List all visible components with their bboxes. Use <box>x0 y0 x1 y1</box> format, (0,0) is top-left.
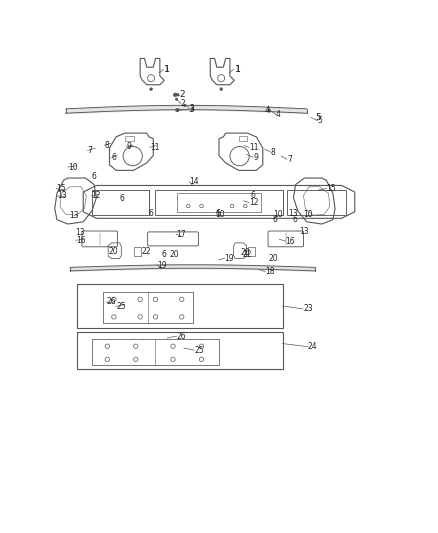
Bar <box>92 190 149 215</box>
Text: 1: 1 <box>235 65 240 74</box>
Text: 2: 2 <box>180 90 185 99</box>
Text: 7: 7 <box>287 155 292 164</box>
Text: 13: 13 <box>75 228 85 237</box>
Text: 16: 16 <box>76 236 85 245</box>
Text: 6: 6 <box>112 154 117 163</box>
Text: 10: 10 <box>215 211 225 219</box>
Text: 15: 15 <box>326 184 336 193</box>
Text: 3: 3 <box>190 104 194 114</box>
Bar <box>103 292 193 322</box>
Text: 26: 26 <box>106 297 116 306</box>
Circle shape <box>173 93 177 96</box>
Text: 20: 20 <box>170 250 180 259</box>
Text: 2: 2 <box>181 99 186 108</box>
Text: 20: 20 <box>240 248 250 257</box>
Text: 20: 20 <box>109 247 118 256</box>
Text: 26: 26 <box>177 332 186 341</box>
Text: 16: 16 <box>286 237 295 246</box>
Text: 8: 8 <box>104 141 109 150</box>
Text: 1: 1 <box>164 65 170 74</box>
Bar <box>155 190 283 215</box>
Text: 19: 19 <box>225 254 234 263</box>
Bar <box>77 332 283 369</box>
Circle shape <box>220 88 223 91</box>
Text: 1: 1 <box>235 65 240 74</box>
Bar <box>239 135 247 141</box>
Bar <box>248 247 255 256</box>
Text: 6: 6 <box>293 215 297 224</box>
Text: 18: 18 <box>265 267 275 276</box>
Text: 5: 5 <box>318 116 322 125</box>
Text: 22: 22 <box>242 250 252 259</box>
Text: 19: 19 <box>157 261 166 270</box>
Text: 12: 12 <box>91 191 101 200</box>
Bar <box>134 247 141 256</box>
Text: 22: 22 <box>141 247 151 256</box>
Text: 10: 10 <box>273 211 283 219</box>
Text: 12: 12 <box>249 198 258 207</box>
Text: 13: 13 <box>299 227 308 236</box>
Text: 3: 3 <box>188 105 194 114</box>
Text: 9: 9 <box>126 142 131 151</box>
Circle shape <box>268 109 270 111</box>
Text: 6: 6 <box>272 215 277 224</box>
Text: 6: 6 <box>119 194 124 203</box>
Text: 11: 11 <box>249 143 258 152</box>
Text: 15: 15 <box>56 184 66 193</box>
Text: 11: 11 <box>150 143 159 152</box>
Bar <box>287 190 346 215</box>
Bar <box>177 193 261 212</box>
Text: 20: 20 <box>268 254 278 263</box>
Circle shape <box>177 93 179 96</box>
Text: 5: 5 <box>315 113 321 122</box>
Text: 6: 6 <box>215 208 220 217</box>
Text: 13: 13 <box>288 209 298 218</box>
Bar <box>125 135 134 141</box>
Text: 7: 7 <box>88 146 92 155</box>
Text: 14: 14 <box>189 177 199 186</box>
Text: 8: 8 <box>271 148 276 157</box>
Text: 13: 13 <box>57 191 67 200</box>
Text: 23: 23 <box>303 304 313 313</box>
Text: 10: 10 <box>303 211 313 219</box>
Bar <box>92 339 219 365</box>
Circle shape <box>150 88 152 91</box>
Text: 6: 6 <box>92 172 97 181</box>
Text: 13: 13 <box>69 211 79 220</box>
Text: 6: 6 <box>251 191 256 200</box>
Circle shape <box>176 108 179 112</box>
Text: 17: 17 <box>176 230 186 239</box>
Bar <box>77 284 283 328</box>
Text: 25: 25 <box>116 302 126 311</box>
Text: 1: 1 <box>164 65 169 74</box>
Text: 25: 25 <box>194 346 204 354</box>
Text: 24: 24 <box>308 342 318 351</box>
Text: 9: 9 <box>253 153 258 162</box>
Text: 4: 4 <box>265 106 271 115</box>
Circle shape <box>184 104 186 107</box>
Text: 10: 10 <box>68 163 78 172</box>
Circle shape <box>175 98 178 101</box>
Text: 6: 6 <box>161 250 166 259</box>
Text: 4: 4 <box>276 110 281 119</box>
Text: 6: 6 <box>148 208 153 217</box>
